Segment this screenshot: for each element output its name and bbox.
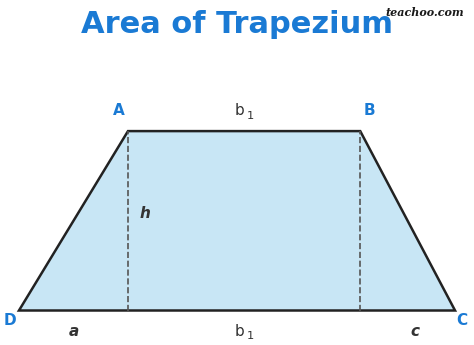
Text: b: b bbox=[234, 324, 244, 339]
Text: 1: 1 bbox=[246, 111, 254, 120]
Text: h: h bbox=[139, 206, 150, 221]
Text: c: c bbox=[410, 324, 419, 339]
Polygon shape bbox=[19, 131, 455, 310]
Text: A: A bbox=[113, 103, 124, 118]
Text: teachoo.com: teachoo.com bbox=[386, 7, 465, 18]
Text: D: D bbox=[3, 313, 16, 328]
Text: Area of Trapezium: Area of Trapezium bbox=[81, 10, 393, 39]
Text: B: B bbox=[364, 103, 375, 118]
Text: b: b bbox=[234, 103, 244, 118]
Text: 1: 1 bbox=[246, 332, 254, 341]
Text: C: C bbox=[456, 313, 468, 328]
Text: a: a bbox=[68, 324, 79, 339]
